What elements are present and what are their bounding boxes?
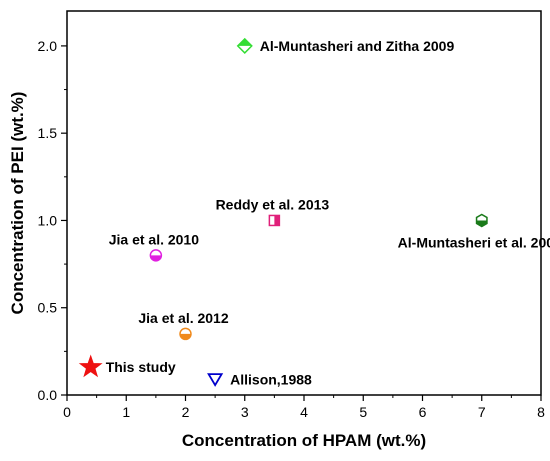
data-point: Al-Muntasheri et al. 2008 (398, 213, 550, 250)
diamond-marker (236, 37, 253, 54)
data-points: This study Allison,1988 Jia et al. 2012 Jia… (78, 37, 550, 387)
point-label: Al-Muntasheri and Zitha 2009 (260, 38, 455, 54)
point-label: Reddy et al. 2013 (216, 196, 330, 212)
data-point: Jia et al. 2010 (109, 231, 200, 262)
star-marker (78, 354, 103, 378)
data-point: Jia et al. 2012 (138, 310, 229, 341)
x-tick-label: 2 (182, 404, 190, 420)
x-tick-label: 1 (122, 404, 130, 420)
x-axis-title: Concentration of HPAM (wt.%) (182, 431, 426, 450)
hexagon-marker-fill (476, 220, 487, 227)
point-label: This study (106, 359, 176, 375)
data-point: Reddy et al. 2013 (216, 196, 330, 227)
point-label: Jia et al. 2010 (109, 231, 200, 247)
x-tick-label: 3 (241, 404, 249, 420)
triangle-marker (207, 373, 224, 387)
x-axis-ticks: 0 1 2 3 4 5 6 7 8 (63, 395, 545, 420)
y-axis-title: Concentration of PEI (wt.%) (8, 92, 27, 315)
hexagon-marker (475, 213, 488, 228)
x-tick-label: 7 (478, 404, 486, 420)
x-tick-label: 6 (419, 404, 427, 420)
diamond-marker-fill (237, 38, 252, 46)
y-tick-label: 0.0 (38, 387, 58, 403)
y-axis-ticks: 0.0 0.5 1.0 1.5 2.0 (38, 38, 67, 403)
x-tick-label: 0 (63, 404, 71, 420)
x-tick-label: 5 (359, 404, 367, 420)
point-label: Al-Muntasheri et al. 2008 (398, 234, 550, 250)
square-marker-fill (274, 215, 280, 226)
circle-marker (179, 327, 192, 341)
y-tick-label: 1.5 (38, 125, 58, 141)
x-tick-label: 8 (537, 404, 545, 420)
y-tick-label: 1.0 (38, 212, 58, 228)
data-point: Al-Muntasheri and Zitha 2009 (236, 37, 455, 54)
circle-marker (149, 249, 163, 262)
square-marker (268, 214, 281, 227)
y-tick-label: 2.0 (38, 38, 58, 54)
x-tick-label: 4 (300, 404, 308, 420)
data-point: Allison,1988 (207, 371, 312, 387)
y-tick-label: 0.5 (38, 300, 58, 316)
point-label: Jia et al. 2012 (138, 310, 229, 326)
point-label: Allison,1988 (230, 371, 312, 387)
data-point: This study (78, 354, 176, 378)
